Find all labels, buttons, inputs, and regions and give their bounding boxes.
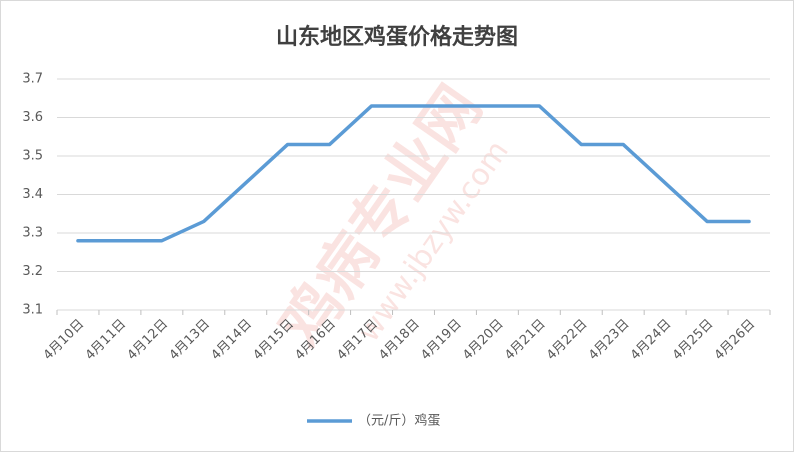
- chart-title: 山东地区鸡蛋价格走势图: [276, 24, 518, 50]
- y-tick-label: 3.2: [22, 264, 43, 279]
- y-tick-label: 3.4: [22, 187, 43, 202]
- y-tick-label: 3.3: [22, 226, 43, 241]
- legend-label: （元/斤）鸡蛋: [358, 413, 440, 429]
- y-tick-label: 3.5: [22, 149, 43, 164]
- y-tick-label: 3.1: [22, 303, 43, 318]
- y-tick-label: 3.7: [22, 72, 43, 87]
- y-tick-label: 3.6: [22, 110, 43, 125]
- data-line: [76, 104, 751, 243]
